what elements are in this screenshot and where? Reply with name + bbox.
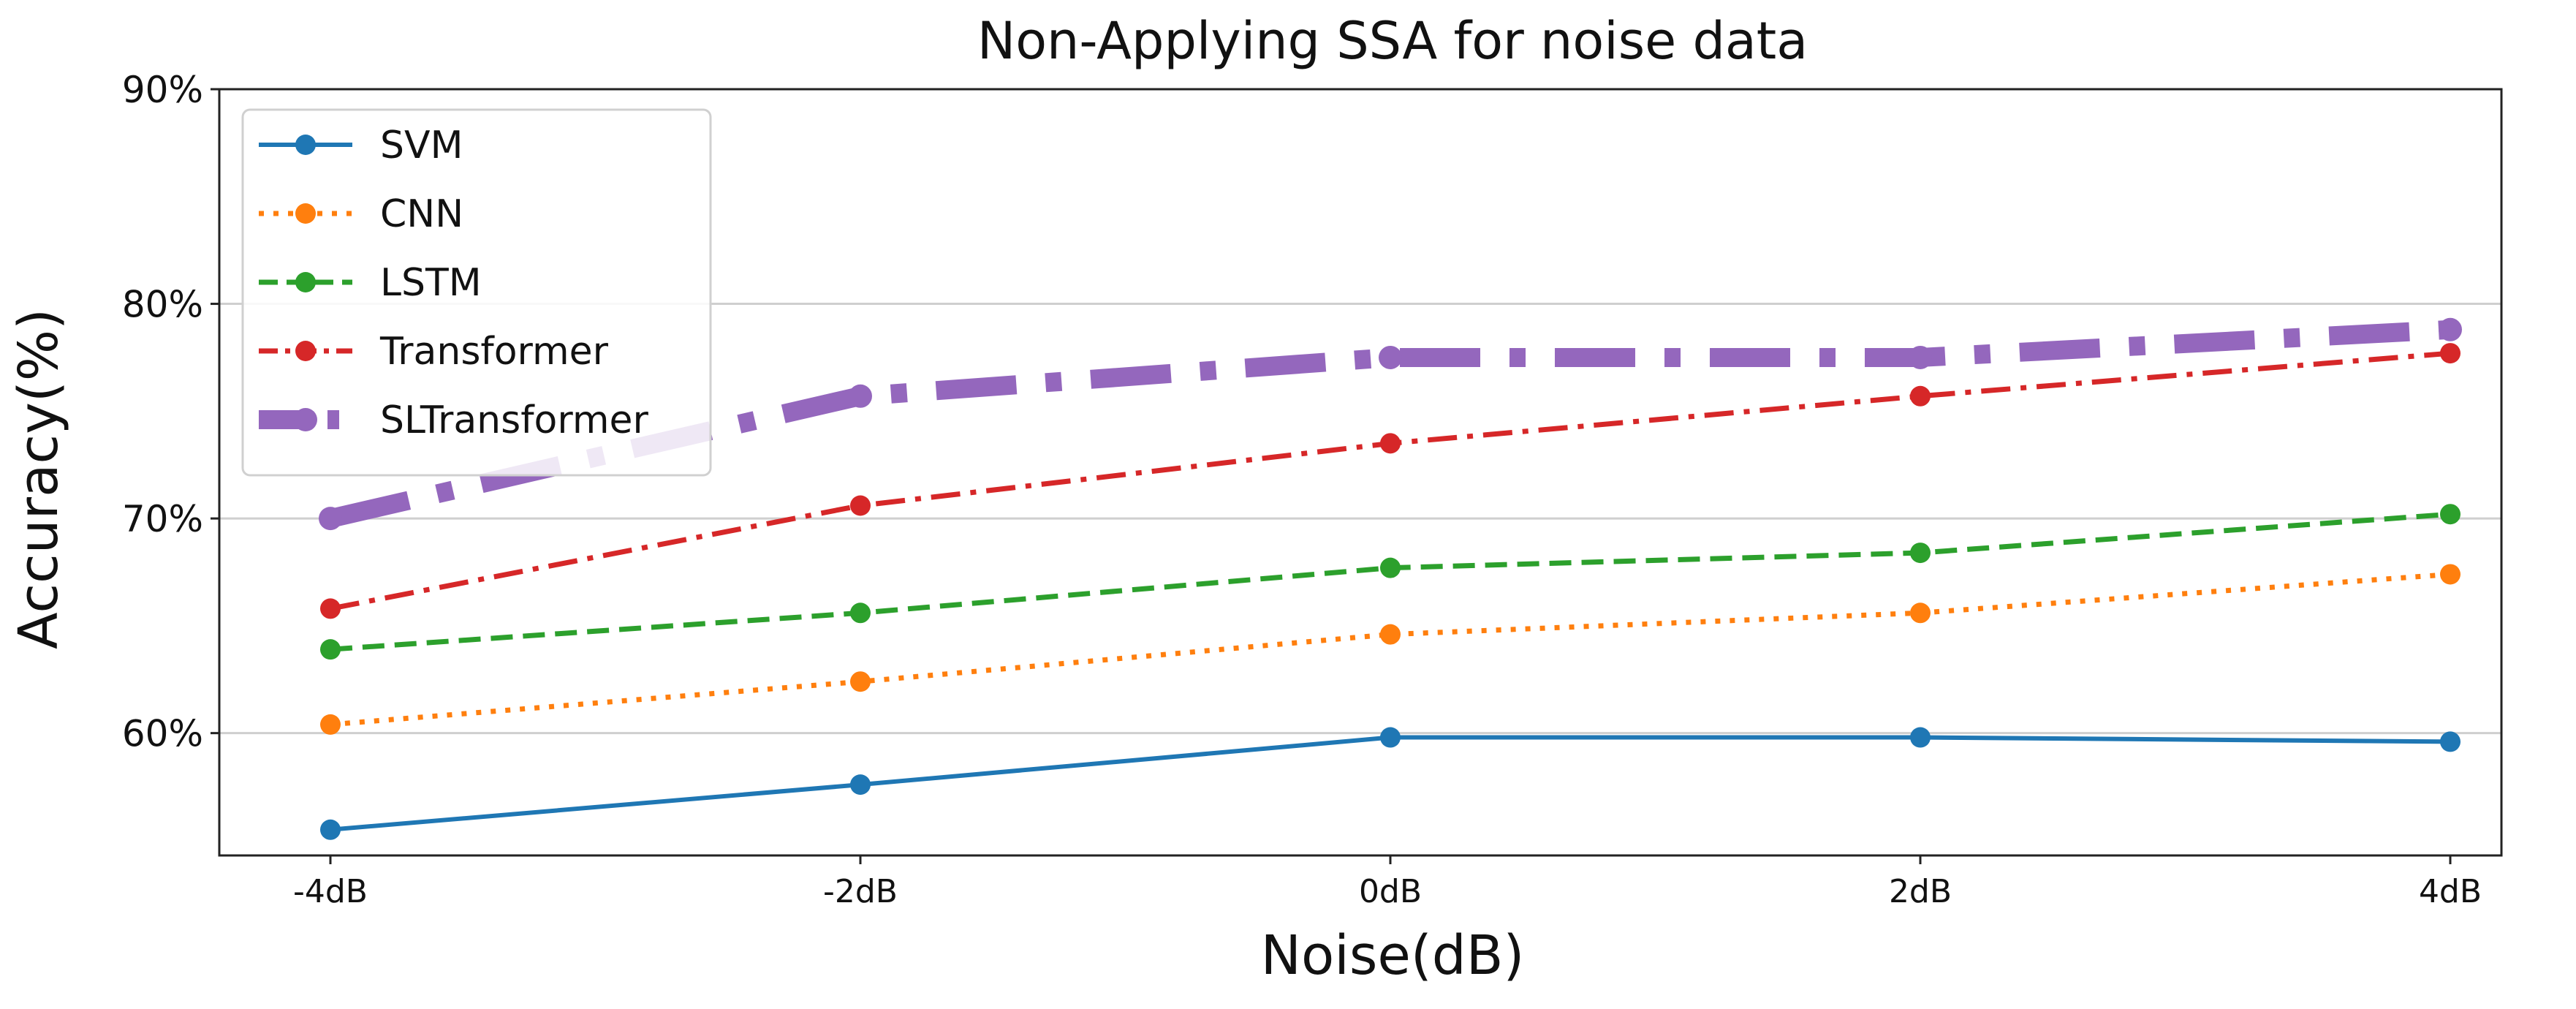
legend-swatch-marker [295,272,316,292]
series-cnn [320,564,2461,735]
legend-item-transformer: Transformer [259,330,609,374]
data-point-svm [1380,727,1401,748]
data-point-transformer [1910,385,1931,407]
x-tick-label: 4dB [2419,873,2482,910]
chart-title: Non-Applying SSA for noise data [977,11,1808,71]
data-point-svm [850,774,871,796]
series-svm [320,727,2461,840]
x-axis-label: Noise(dB) [1261,924,1525,987]
legend-item-cnn: CNN [259,192,463,236]
data-point-cnn [1910,602,1931,624]
legend-box [241,108,712,477]
data-point-lstm [2440,504,2461,525]
legend: SVM CNN LSTM Transformer SLTransformer [241,108,712,477]
legend-item-svm: SVM [259,124,463,167]
x-tick-label: -4dB [293,873,368,910]
data-point-transformer [320,598,341,619]
data-point-cnn [320,714,341,735]
legend-swatch-marker [295,135,316,155]
legend-label-svm: SVM [380,124,463,167]
data-point-transformer [2440,343,2461,364]
y-tick-label: 60% [122,713,203,755]
data-point-sltransformer [2439,317,2462,341]
data-point-svm [1910,727,1931,748]
legend-label-sltransformer: SLTransformer [380,398,648,442]
x-tick-label: 0dB [1359,873,1422,910]
data-point-lstm [1910,543,1931,564]
data-point-transformer [1380,433,1401,454]
legend-item-sltransformer: SLTransformer [259,398,648,442]
data-point-lstm [320,639,341,660]
legend-item-lstm: LSTM [259,261,482,305]
axes: 60% 70% 80% 90% -4dB -2dB 0dB 2dB 4dB [122,69,2482,910]
data-point-svm [320,819,341,840]
y-tick-label: 70% [122,498,203,540]
legend-label-transformer: Transformer [379,330,609,374]
data-point-sltransformer [1909,345,1932,369]
data-point-sltransformer [319,507,342,531]
series-lstm [320,504,2461,660]
data-point-transformer [850,495,871,516]
data-point-lstm [850,602,871,624]
data-point-sltransformer [1379,345,1402,369]
y-axis-label: Accuracy(%) [7,309,70,649]
data-point-sltransformer [849,384,872,408]
data-point-cnn [2440,564,2461,585]
data-point-lstm [1380,557,1401,578]
x-tick-label: -2dB [823,873,898,910]
x-tick-label: 2dB [1889,873,1952,910]
legend-label-lstm: LSTM [380,261,482,305]
legend-swatch-marker [295,341,316,361]
series-transformer [320,343,2461,619]
plot-frame [218,88,2503,857]
series-line-cnn [330,571,2451,728]
legend-label-cnn: CNN [380,192,463,236]
data-point-svm [2440,731,2461,752]
data-point-cnn [850,671,871,692]
y-tick-label: 80% [122,284,203,326]
legend-swatch-marker [294,408,317,431]
data-point-cnn [1380,624,1401,645]
y-tick-label: 90% [122,69,203,111]
legend-swatch-marker [295,203,316,224]
